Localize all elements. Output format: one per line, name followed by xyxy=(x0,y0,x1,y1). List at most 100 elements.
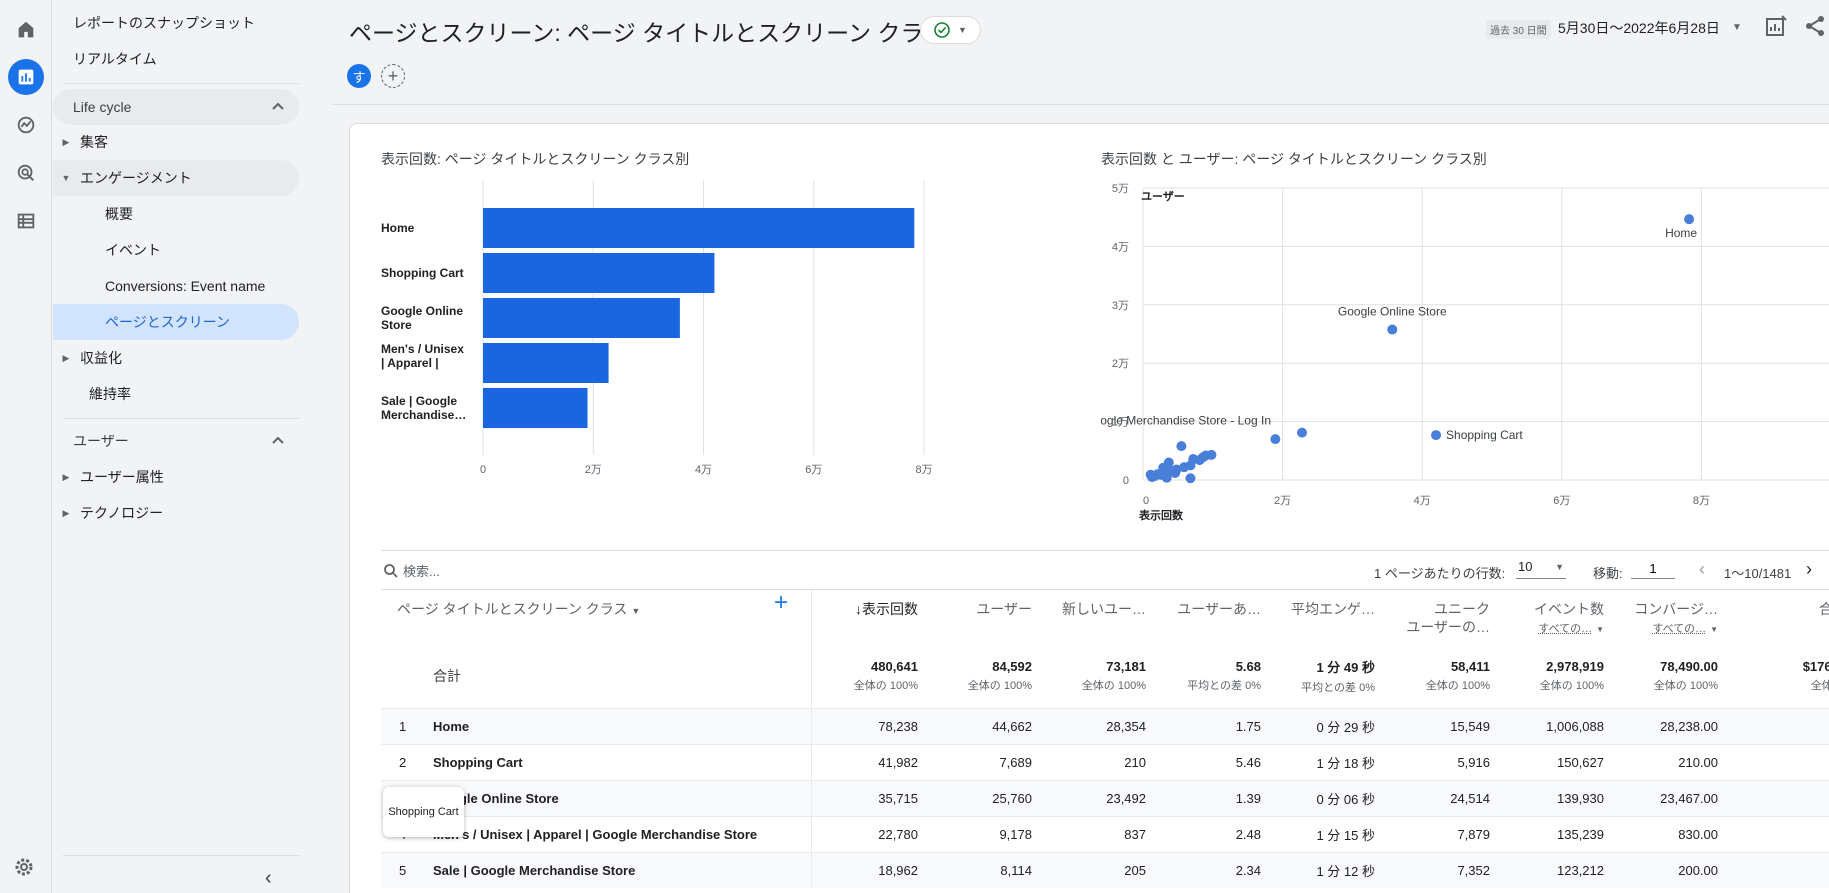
section-user[interactable]: ユーザー xyxy=(53,423,299,459)
status-chip[interactable]: ▼ xyxy=(920,16,981,44)
scatter-point-labeled[interactable] xyxy=(1684,214,1695,225)
row-page-title[interactable]: Sale | Google Merchandise Store xyxy=(433,862,636,878)
col-conversions[interactable]: コンバージ… すべての… ▼ xyxy=(1610,590,1724,645)
share-icon[interactable] xyxy=(1803,14,1827,38)
conversions-filter-dropdown[interactable]: すべての… xyxy=(1652,623,1707,635)
bar[interactable] xyxy=(483,388,588,428)
nav-user-attributes[interactable]: ▶ ユーザー属性 xyxy=(53,459,299,495)
table-row[interactable]: 1 Home 78,238 44,662 28,354 1.75 0 分 29 秒 15,54… xyxy=(381,707,1829,744)
caret-right-icon: ▶ xyxy=(62,136,70,147)
scatter-point[interactable] xyxy=(1145,469,1156,480)
bar[interactable] xyxy=(483,343,609,383)
goto-page-input[interactable] xyxy=(1631,559,1675,579)
nav-retention[interactable]: 維持率 xyxy=(53,376,299,412)
collapse-sidebar-icon[interactable]: ‹ xyxy=(265,867,272,889)
bar[interactable] xyxy=(483,253,715,293)
page-title: ページとスクリーン: ページ タイトルとスクリーン クラス xyxy=(349,20,946,46)
row-metric-cell: 5.46 xyxy=(1152,743,1267,780)
row-metric-cell: 200.00 xyxy=(1610,851,1724,888)
table-row[interactable]: 5 Sale | Google Merchandise Store 18,962 8,… xyxy=(381,851,1829,888)
settings-gear-icon[interactable] xyxy=(12,855,36,879)
events-filter-dropdown[interactable]: すべての… xyxy=(1538,623,1593,635)
col-views[interactable]: ↓表示回数 xyxy=(811,590,924,645)
add-dimension-icon[interactable]: + xyxy=(774,590,789,616)
customize-report-icon[interactable] xyxy=(1764,14,1788,38)
bar-category-label: Men's / Unisex | Apparel | xyxy=(381,342,464,370)
nav-realtime[interactable]: リアルタイム xyxy=(53,41,299,77)
nav-engagement[interactable]: ▼ エンゲージメント xyxy=(53,160,299,196)
table-row[interactable]: 3Google Online Store35,71525,76023,4921.… xyxy=(381,779,1829,816)
row-metric-cell: 123,212 xyxy=(1496,851,1610,888)
nav-monetization[interactable]: ▶ 収益化 xyxy=(53,340,299,376)
caret-right-icon: ▶ xyxy=(62,352,70,363)
scatter-point[interactable] xyxy=(1206,449,1217,460)
total-value: 84,592 xyxy=(992,659,1032,675)
table-search-input[interactable] xyxy=(403,560,703,582)
date-range-picker[interactable]: 5月30日～2022年6月28日 xyxy=(1558,20,1720,36)
total-subtext: 全体の 100% xyxy=(1081,680,1146,693)
col-unique-users[interactable]: ユニーク ユーザーの… xyxy=(1381,590,1496,645)
table-row[interactable]: 2 Shopping Cart 41,982 7,689 210 5.46 1 分 18 秒… xyxy=(381,743,1829,780)
scatter-point[interactable] xyxy=(1170,467,1181,478)
add-comparison-button[interactable]: + xyxy=(381,64,405,88)
chevron-down-icon: ▼ xyxy=(1555,562,1564,572)
nav-conversions[interactable]: Conversions: Event name xyxy=(53,268,299,304)
scatter-point[interactable] xyxy=(1194,455,1205,466)
scatter-point[interactable] xyxy=(1270,434,1281,445)
nav-events[interactable]: イベント xyxy=(53,232,299,268)
next-page-icon[interactable]: › xyxy=(1806,559,1812,579)
row-index: 1 xyxy=(399,718,407,734)
scatter-point[interactable] xyxy=(1161,472,1172,483)
scatter-x-tick: 6万 xyxy=(1553,495,1570,507)
scatter-x-tick: 8万 xyxy=(1693,495,1710,507)
section-lifecycle[interactable]: Life cycle xyxy=(53,89,299,125)
reports-icon[interactable] xyxy=(8,59,44,95)
bar[interactable] xyxy=(483,208,915,248)
nav-overview[interactable]: 概要 xyxy=(53,196,299,232)
advertising-icon[interactable] xyxy=(8,155,44,191)
scatter-y-tick: 2万 xyxy=(1112,358,1129,370)
nav-acquisition[interactable]: ▶ 集客 xyxy=(53,124,299,160)
scatter-point[interactable] xyxy=(1179,462,1190,473)
date-dropdown-icon[interactable]: ▼ xyxy=(1732,22,1742,33)
col-views-per-user[interactable]: ユーザーあ… xyxy=(1177,601,1261,617)
col-event-count[interactable]: イベント数 すべての… ▼ xyxy=(1496,590,1610,645)
prev-page-icon[interactable]: ‹ xyxy=(1699,559,1705,579)
home-icon[interactable] xyxy=(8,12,44,48)
col-total-revenue[interactable]: 合計収益 xyxy=(1819,601,1829,617)
dim-header[interactable]: ページ タイトルとスクリーン クラス ▼ + xyxy=(381,590,812,645)
col-new-users[interactable]: 新しいユー… xyxy=(1062,601,1146,617)
comparison-avatar[interactable]: す xyxy=(347,64,371,88)
scatter-point-labeled[interactable] xyxy=(1297,427,1308,438)
nav-pages-screens[interactable]: ページとスクリーン xyxy=(53,304,299,340)
configure-icon[interactable] xyxy=(8,203,44,239)
bar[interactable] xyxy=(483,298,680,338)
bar-x-tick: 4万 xyxy=(695,464,712,475)
scatter-point[interactable] xyxy=(1163,457,1174,468)
rows-per-page-select[interactable]: 10 ▼ xyxy=(1516,559,1566,579)
scatter-point-labeled[interactable] xyxy=(1387,324,1398,335)
row-page-title[interactable]: Men's / Unisex | Apparel | Google Mercha… xyxy=(433,826,758,842)
scatter-point-labeled[interactable] xyxy=(1431,430,1442,441)
row-metric-cell: 135,239 xyxy=(1496,815,1610,852)
total-subtext: 全体の 100% xyxy=(1810,680,1829,693)
scatter-point[interactable] xyxy=(1185,473,1196,484)
explore-icon[interactable] xyxy=(8,107,44,143)
row-metric-cell: $0.00 xyxy=(1724,851,1829,888)
row-metric-cell: 28,354 xyxy=(1038,707,1152,744)
scatter-x-tick: 4万 xyxy=(1414,495,1431,507)
col-users[interactable]: ユーザー xyxy=(976,601,1032,617)
scatter-point[interactable] xyxy=(1176,441,1187,452)
row-metric-cell: 18,962 xyxy=(811,851,924,888)
row-metric-cell: 139,930 xyxy=(1496,779,1610,816)
row-page-title[interactable]: Google Online Store xyxy=(433,790,559,806)
row-dimension-cell: 2 Shopping Cart xyxy=(381,743,812,780)
nav-snapshot[interactable]: レポートのスナップショット xyxy=(53,5,299,41)
row-page-title[interactable]: Home xyxy=(433,718,470,734)
row-page-title[interactable]: Shopping Cart xyxy=(433,754,523,770)
nav-technology[interactable]: ▶ テクノロジー xyxy=(53,495,299,531)
dim-header-label: ページ タイトルとスクリーン クラス xyxy=(397,601,628,617)
table-toolbar: 1 ページあたりの行数: 10 ▼ 移動: ‹ 1～10/1481 › xyxy=(381,550,1829,590)
col-avg-engagement[interactable]: 平均エンゲ… xyxy=(1291,601,1375,617)
table-row[interactable]: 4Men's / Unisex | Apparel | Google Merch… xyxy=(381,815,1829,852)
